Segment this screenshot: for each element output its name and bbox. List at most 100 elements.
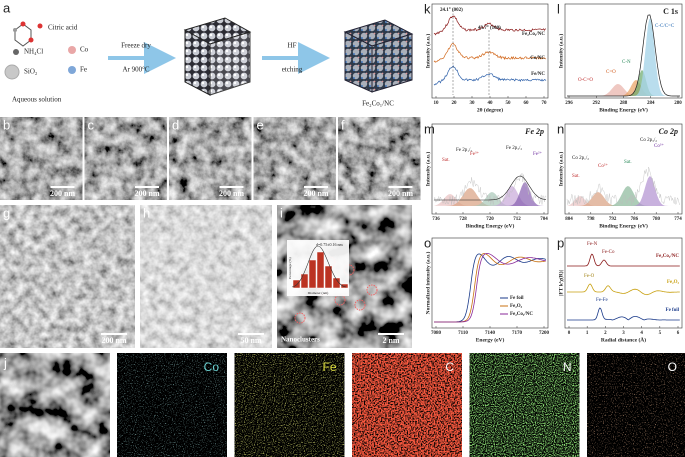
- x-tick-label: 10: [434, 101, 440, 106]
- tem-row: g 200 nm h 50 nm i 2 nm d=0.75±0.16 nm Diameter…: [0, 205, 412, 348]
- x-tick-label: 7200: [539, 331, 550, 336]
- label: Fe₂Co₁/NC: [362, 100, 394, 108]
- element-label: N: [563, 360, 572, 374]
- x-tick-label: 30: [470, 101, 476, 106]
- panel-label: c: [88, 117, 95, 132]
- panel-label: o: [424, 235, 431, 250]
- x-tick-label: 20: [452, 101, 458, 106]
- bond-label: Fe-N: [587, 242, 598, 247]
- x-tick-label: 712: [513, 217, 521, 222]
- tem-tint: [140, 205, 272, 348]
- x-tick-label: 798: [587, 217, 595, 222]
- panel-label: d: [172, 117, 179, 132]
- tem-image: [140, 205, 272, 348]
- label: Aqueous solution: [12, 96, 62, 104]
- title: Fe 2p: [524, 127, 544, 136]
- atom: [28, 37, 34, 43]
- hist-bar: [308, 259, 317, 289]
- x-tick-label: 5: [659, 331, 662, 336]
- cluster-marker: [294, 312, 306, 324]
- hist-bar: [324, 265, 333, 289]
- haadf-image: [0, 353, 110, 457]
- fit-peak: [434, 188, 546, 206]
- bond-label: Fe-Fe: [596, 298, 608, 303]
- x-tick-label: 70: [542, 101, 548, 106]
- legend-entry: Fe/NC: [531, 72, 545, 77]
- scale-text: 200 nm: [50, 189, 75, 198]
- panel-label: i: [280, 205, 283, 220]
- atom: [37, 23, 43, 29]
- peak-label: Fe²⁺: [533, 151, 542, 157]
- sem-row: b 200 nm c 200 nm d 200 nm e 200 nm f 200 nm: [0, 117, 421, 200]
- envelope: [567, 14, 680, 97]
- peak-label: Sat.: [624, 160, 632, 165]
- panel-label: b: [3, 117, 10, 132]
- xrd-curve: [433, 65, 547, 86]
- fit-peak: [600, 70, 682, 96]
- legend-entry: Fe₂O₃: [667, 280, 680, 285]
- caption: Nanoclusters: [281, 336, 320, 344]
- x-tick-label: 704: [540, 217, 548, 222]
- fit-peak: [567, 176, 680, 206]
- scale-text: 200 nm: [303, 189, 328, 198]
- raw-data: [566, 166, 680, 206]
- step: Ar 900°C: [122, 66, 149, 74]
- peak-label: Sat.: [442, 158, 450, 163]
- eds-map: [117, 353, 227, 457]
- fit-peak: [567, 186, 680, 206]
- hist-bar: [292, 279, 301, 289]
- x-tick-label: 284: [647, 101, 655, 106]
- step: HF: [288, 42, 297, 50]
- scale-text: 50 nm: [240, 336, 261, 345]
- x-tick-label: 0: [568, 331, 571, 336]
- molecule: [14, 23, 32, 47]
- exafs-curve: [567, 307, 680, 321]
- inset-title: d=0.75±0.16 nm: [316, 242, 343, 247]
- plot-frame: [564, 237, 683, 329]
- hist-bar: [332, 277, 341, 289]
- peak-label: O-C=O: [578, 78, 593, 83]
- scheme: a Citric acid NH₄Cl Co SiO₂ Fe Aqueous s…: [3, 0, 414, 108]
- scale-text: 200 nm: [101, 336, 126, 345]
- peak-label: Co 2p₃/₂: [640, 138, 657, 143]
- x-tick-label: 774: [674, 217, 682, 222]
- x-tick-label: 60: [524, 101, 530, 106]
- x-tick-label: 7170: [512, 331, 523, 336]
- step: etching: [282, 66, 303, 74]
- x-axis-label: Energy (eV): [476, 336, 505, 343]
- panel-label: p: [557, 235, 564, 250]
- x-tick-label: 280: [674, 101, 682, 106]
- hist-bar: [300, 273, 309, 289]
- peak-label: C=O: [606, 70, 616, 75]
- plot-frame: [564, 123, 683, 215]
- exafs-curve: [567, 253, 680, 267]
- x-tick-label: 780: [652, 217, 660, 222]
- peak-label: Co 2p₁/₂: [572, 156, 589, 161]
- cube-front: [371, 33, 413, 93]
- element-label: O: [668, 360, 677, 374]
- eds-row: j Co Fe C N O: [0, 353, 685, 457]
- peak-label: Sat.: [572, 174, 580, 179]
- x-tick-label: 50: [506, 101, 512, 106]
- eds-map: [234, 353, 345, 457]
- x-tick-label: 7140: [485, 331, 496, 336]
- xrd-curve: [433, 15, 547, 36]
- xrd-curve: [433, 42, 547, 63]
- x-axis-label: 2θ (degree): [477, 106, 503, 113]
- y-axis-label: Intensity (a.u.): [557, 152, 564, 187]
- fit-curve: [291, 245, 347, 288]
- legend-entry: Fe₂Co₁/NC: [522, 32, 545, 37]
- panel-label: a: [3, 0, 11, 15]
- inset-ylabel: Percentage (%): [288, 256, 292, 278]
- peak-label: Co³⁺: [654, 143, 664, 149]
- panel-label: g: [3, 205, 10, 220]
- panel-label: k: [424, 1, 431, 16]
- legend-entry: Fe₂Co₁/NC: [656, 254, 679, 259]
- x-tick-label: 7080: [431, 331, 442, 336]
- icon: [4, 64, 20, 80]
- x-tick-label: 736: [432, 217, 440, 222]
- reagent: SiO₂: [24, 68, 38, 76]
- scale-text: 2 nm: [382, 336, 399, 345]
- peak-label: Fe 2p₃/₂: [506, 146, 522, 151]
